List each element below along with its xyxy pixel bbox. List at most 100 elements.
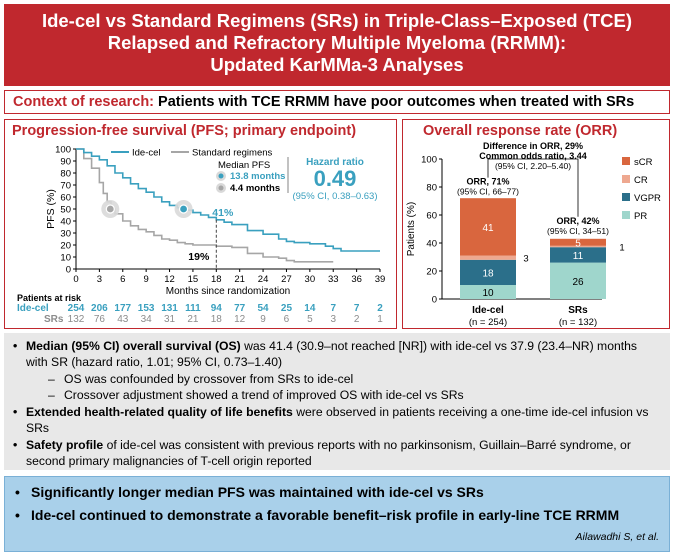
orr-bar-ide-cel-cr bbox=[459, 255, 516, 260]
key-findings: Median (95% CI) overall survival (OS) wa… bbox=[4, 333, 670, 470]
orr-y-tick-label: 40 bbox=[426, 238, 437, 249]
context-label: Context of research: bbox=[13, 94, 155, 110]
context-text: Patients with TCE RRMM have poor outcome… bbox=[158, 94, 635, 110]
orr-sr-ci: (95% CI, 34–51) bbox=[547, 225, 609, 235]
orr-legend-swatch-vgpr bbox=[621, 192, 630, 201]
pfs-x-tick-label: 33 bbox=[327, 274, 338, 285]
pfs-x-tick-label: 15 bbox=[187, 274, 198, 285]
pfs-x-tick-label: 18 bbox=[211, 274, 222, 285]
orr-label-ide-cel-scr: 41 bbox=[482, 222, 494, 233]
pfs-at-risk-idecel-value: 153 bbox=[137, 303, 154, 314]
title-banner: Ide-cel vs Standard Regimens (SRs) in Tr… bbox=[4, 4, 670, 86]
pfs-at-risk-sr-label: SRs bbox=[44, 314, 64, 325]
orr-y-tick-label: 100 bbox=[421, 154, 437, 165]
pfs-y-tick-label: 80 bbox=[60, 168, 71, 179]
citation: Ailawadhi S, et al. bbox=[575, 531, 659, 543]
orr-label-srs-pr: 26 bbox=[572, 276, 584, 287]
pfs-x-tick-label: 21 bbox=[234, 274, 245, 285]
pfs-at-risk-sr-value: 21 bbox=[187, 314, 199, 325]
pfs-median-sr: 4.4 months bbox=[230, 183, 280, 194]
pfs-curve-ide-cel bbox=[75, 147, 380, 252]
orr-category-n-ide-cel: (n = 254) bbox=[468, 317, 506, 328]
pfs-y-tick-label: 40 bbox=[60, 216, 71, 227]
pfs-at-risk-sr-value: 9 bbox=[260, 314, 266, 325]
conclusion-box: Significantly longer median PFS was main… bbox=[4, 476, 670, 552]
orr-legend-swatch-pr bbox=[621, 210, 630, 219]
pfs-at-risk-idecel-value: 2 bbox=[377, 303, 383, 314]
pfs-median-idecel-dot bbox=[218, 173, 223, 178]
orr-y-axis-label: Patients (%) bbox=[406, 201, 417, 255]
orr-category-ide-cel: Ide-cel bbox=[472, 305, 504, 316]
pfs-x-tick-label: 3 bbox=[96, 274, 101, 285]
bullet-os-sub-1: OS was confounded by crossover from SRs … bbox=[12, 372, 660, 388]
orr-bar-srs-cr bbox=[549, 245, 606, 247]
pfs-at-risk-idecel-value: 77 bbox=[234, 303, 246, 314]
conclusion-1: Significantly longer median PFS was main… bbox=[13, 483, 661, 502]
pfs-x-tick-label: 36 bbox=[351, 274, 362, 285]
orr-bar-ide-cel-vgpr bbox=[459, 259, 516, 285]
orr-category-srs: SRs bbox=[568, 305, 588, 316]
pfs-at-risk-idecel-value: 94 bbox=[210, 303, 222, 314]
pfs-at-risk-idecel-value: 254 bbox=[67, 303, 84, 314]
orr-y-tick-label: 80 bbox=[426, 182, 437, 193]
pfs-at-risk-idecel-value: 111 bbox=[185, 303, 201, 314]
bullet-qol-bold: Extended health-related quality of life … bbox=[26, 405, 293, 419]
orr-legend-pr: PR bbox=[634, 211, 647, 222]
pfs-at-risk-idecel-value: 14 bbox=[304, 303, 316, 314]
pfs-median-label: Median PFS bbox=[218, 160, 270, 171]
pfs-label-19: 19% bbox=[188, 251, 210, 263]
pfs-at-risk-idecel-value: 7 bbox=[353, 303, 359, 314]
bullet-qol-text: were observed in patients receiving a on… bbox=[26, 405, 649, 435]
pfs-at-risk-idecel-value: 25 bbox=[280, 303, 292, 314]
pfs-at-risk-sr-value: 12 bbox=[234, 314, 246, 325]
orr-y-tick-label: 0 bbox=[431, 294, 436, 305]
bullet-safety: Safety profile of ide-cel was consistent… bbox=[12, 438, 660, 469]
orr-title: Overall response rate (ORR) bbox=[423, 123, 618, 139]
orr-y-tick-label: 60 bbox=[426, 210, 437, 221]
pfs-hr-value: 0.49 bbox=[313, 166, 356, 191]
orr-idecel-orr: ORR, 71% bbox=[466, 176, 509, 186]
pfs-x-tick-label: 9 bbox=[143, 274, 148, 285]
pfs-at-risk-sr-value: 76 bbox=[93, 314, 105, 325]
banner-title-line-3: Updated KarMMa-3 Analyses bbox=[210, 54, 464, 75]
pfs-at-risk-idecel-value: 177 bbox=[114, 303, 131, 314]
orr-bar-srs-scr bbox=[549, 238, 606, 246]
pfs-at-risk-idecel-value: 206 bbox=[91, 303, 108, 314]
pfs-y-tick-label: 60 bbox=[60, 192, 71, 203]
orr-difference-line-3: (95% CI, 2.20–5.40) bbox=[494, 161, 570, 171]
bullet-os-bold: Median (95% CI) overall survival (OS) bbox=[26, 339, 241, 353]
bullet-qol: Extended health-related quality of life … bbox=[12, 405, 660, 436]
orr-bar-srs-vgpr bbox=[549, 246, 606, 263]
pfs-at-risk-sr-value: 2 bbox=[353, 314, 359, 325]
orr-label-ide-cel-vgpr: 18 bbox=[482, 268, 494, 279]
pfs-y-tick-label: 20 bbox=[60, 240, 71, 251]
orr-y-tick-label: 20 bbox=[426, 266, 437, 277]
pfs-at-risk-sr-value: 3 bbox=[330, 314, 336, 325]
pfs-x-tick-label: 0 bbox=[73, 274, 78, 285]
context-of-research: Context of research: Patients with TCE R… bbox=[4, 90, 670, 114]
pfs-median-idecel: 13.8 months bbox=[230, 171, 285, 182]
pfs-x-tick-label: 24 bbox=[257, 274, 268, 285]
orr-difference-bracket bbox=[487, 158, 578, 217]
orr-label-ide-cel-pr: 10 bbox=[482, 288, 494, 299]
pfs-at-risk-idecel-label: Ide-cel bbox=[17, 303, 49, 314]
bullet-safety-bold: Safety profile bbox=[26, 438, 104, 452]
orr-label-srs-scr: 5 bbox=[575, 238, 581, 249]
orr-bar-ide-cel-pr bbox=[459, 284, 516, 299]
pfs-y-tick-label: 100 bbox=[55, 144, 71, 155]
orr-difference-line-1: Difference in ORR, 29% bbox=[482, 141, 582, 151]
pfs-at-risk-sr-value: 5 bbox=[307, 314, 313, 325]
pfs-title: Progression-free survival (PFS; primary … bbox=[12, 123, 357, 139]
pfs-y-tick-label: 10 bbox=[60, 252, 71, 263]
orr-bar-srs-pr bbox=[549, 262, 606, 299]
pfs-x-tick-label: 30 bbox=[304, 274, 315, 285]
pfs-x-tick-label: 39 bbox=[374, 274, 385, 285]
orr-legend-swatch-scr bbox=[621, 156, 630, 165]
orr-panel: Overall response rate (ORR) 0 20 40 60 80 100… bbox=[402, 119, 670, 329]
orr-category-n-srs: (n = 132) bbox=[558, 317, 596, 328]
conclusion-2: Ide-cel continued to demonstrate a favor… bbox=[13, 506, 661, 525]
pfs-at-risk-sr-value: 18 bbox=[210, 314, 222, 325]
pfs-at-risk-idecel-value: 7 bbox=[330, 303, 336, 314]
pfs-at-risk-sr-value: 31 bbox=[163, 314, 175, 325]
